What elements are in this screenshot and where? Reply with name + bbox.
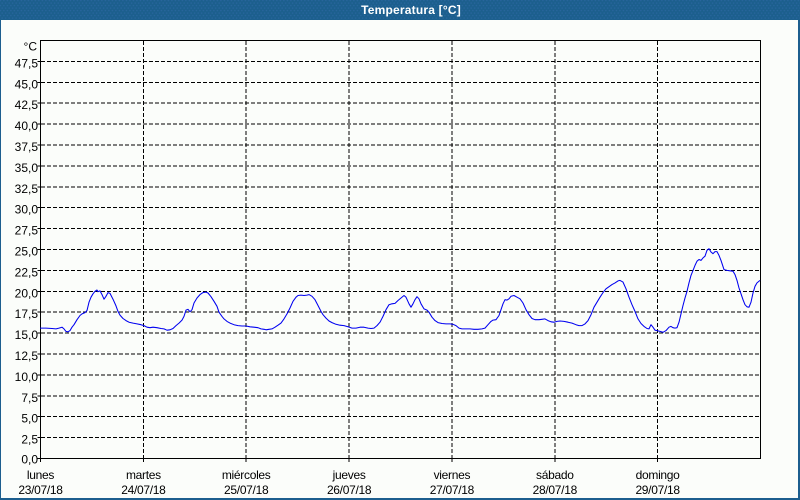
svg-text:domingo: domingo xyxy=(636,468,681,482)
svg-text:10,0: 10,0 xyxy=(15,370,39,384)
svg-text:45,0: 45,0 xyxy=(15,78,39,92)
svg-text:lunes: lunes xyxy=(27,468,54,482)
svg-text:25,0: 25,0 xyxy=(15,245,39,259)
svg-text:sábado: sábado xyxy=(536,468,574,482)
svg-text:37,5: 37,5 xyxy=(15,140,39,154)
svg-text:42,5: 42,5 xyxy=(15,98,39,112)
svg-text:40,0: 40,0 xyxy=(15,119,39,133)
svg-text:jueves: jueves xyxy=(332,468,366,482)
svg-text:°C: °C xyxy=(24,40,38,54)
svg-text:22,5: 22,5 xyxy=(15,266,39,280)
svg-text:26/07/18: 26/07/18 xyxy=(327,483,372,497)
svg-text:27,5: 27,5 xyxy=(15,224,39,238)
svg-text:miércoles: miércoles xyxy=(222,468,271,482)
svg-text:23/07/18: 23/07/18 xyxy=(18,483,63,497)
svg-text:29/07/18: 29/07/18 xyxy=(635,483,680,497)
svg-text:0,0: 0,0 xyxy=(21,453,38,467)
svg-text:47,5: 47,5 xyxy=(15,57,39,71)
svg-text:32,5: 32,5 xyxy=(15,182,39,196)
svg-text:7,5: 7,5 xyxy=(21,391,38,405)
svg-text:27/07/18: 27/07/18 xyxy=(430,483,475,497)
svg-text:17,5: 17,5 xyxy=(15,307,39,321)
svg-text:2,5: 2,5 xyxy=(21,433,38,447)
svg-text:12,5: 12,5 xyxy=(15,349,39,363)
svg-text:martes: martes xyxy=(126,468,161,482)
svg-text:5,0: 5,0 xyxy=(21,412,38,426)
svg-text:30,0: 30,0 xyxy=(15,203,39,217)
svg-text:viernes: viernes xyxy=(434,468,471,482)
svg-text:15,0: 15,0 xyxy=(15,328,39,342)
svg-text:35,0: 35,0 xyxy=(15,161,39,175)
svg-text:20,0: 20,0 xyxy=(15,287,39,301)
svg-text:25/07/18: 25/07/18 xyxy=(224,483,269,497)
svg-text:24/07/18: 24/07/18 xyxy=(121,483,166,497)
svg-text:28/07/18: 28/07/18 xyxy=(533,483,578,497)
